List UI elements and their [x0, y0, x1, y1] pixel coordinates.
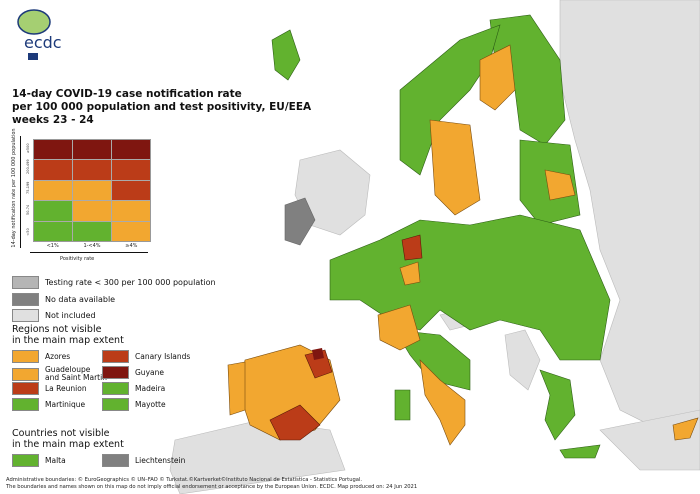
- matrix-cell: [112, 160, 150, 180]
- matrix-cell: [73, 160, 111, 180]
- legend-label: Liechtenstein: [135, 455, 186, 465]
- matrix-column-labels: <1% 1-<4% ≥4%: [33, 243, 151, 249]
- legend-label: Mayotte: [135, 399, 166, 409]
- legend-label: La Reunion: [45, 383, 87, 393]
- color-swatch: [102, 454, 129, 467]
- row-label: ≥500: [26, 143, 30, 154]
- color-swatch: [12, 350, 39, 363]
- legend-label: Guadeloupe and Saint Martin: [45, 365, 107, 382]
- row-label: <50: [26, 227, 30, 236]
- ecdc-logo: ecdc: [12, 6, 82, 62]
- matrix-row-labels: ≥500 200-499 75-199 50-74 <50: [24, 139, 32, 242]
- dark-red-region: [312, 348, 324, 360]
- x-axis-arrow: [30, 252, 148, 253]
- row-label: 75-199: [26, 182, 30, 195]
- map-title: 14-day COVID-19 case notification rate p…: [12, 88, 312, 126]
- y-axis-arrow: [20, 136, 21, 248]
- credits: Administrative boundaries: © EuroGeograp…: [6, 477, 418, 490]
- legend-matrix: [33, 139, 151, 242]
- matrix-cell: [112, 221, 150, 241]
- row-label: 50-74: [26, 204, 30, 216]
- legend-label: Azores: [45, 351, 71, 361]
- matrix-cell: [34, 221, 72, 241]
- svg-text:ecdc: ecdc: [24, 33, 62, 52]
- matrix-cell: [73, 201, 111, 221]
- matrix-cell: [34, 201, 72, 221]
- matrix-cell: [112, 201, 150, 221]
- legend-item: Liechtenstein: [102, 454, 185, 467]
- color-swatch: [12, 454, 39, 467]
- globe-icon: ecdc: [17, 9, 62, 60]
- matrix-cell: [73, 180, 111, 201]
- legend-item: Canary Islands: [102, 350, 190, 363]
- matrix-cell: [34, 180, 72, 201]
- legend-label: Martinique: [45, 399, 86, 409]
- legend-label: Malta: [45, 455, 66, 465]
- column-label: 1-<4%: [83, 243, 101, 249]
- matrix-cell: [112, 140, 150, 160]
- matrix-y-axis-label: 14-day notification rate per 100 000 pop…: [11, 128, 17, 248]
- countries-heading: Countries not visible in the main map ex…: [12, 428, 124, 450]
- row-label: 200-499: [26, 159, 30, 174]
- matrix-cell: [112, 180, 150, 201]
- color-swatch: [12, 398, 39, 411]
- legend-testing-rate: Testing rate < 300 per 100 000 populatio…: [12, 276, 216, 289]
- color-swatch: [102, 398, 129, 411]
- legend-no-data: No data available: [12, 293, 115, 306]
- orange-regions: [227, 44, 699, 446]
- legend-item: Madeira: [102, 382, 165, 395]
- column-label: <1%: [46, 243, 59, 249]
- legend-label: No data available: [45, 295, 116, 304]
- matrix-cell: [73, 140, 111, 160]
- legend-item: Guyane: [102, 366, 164, 379]
- legend-label: Testing rate < 300 per 100 000 populatio…: [45, 278, 216, 287]
- legend-label: Guyane: [135, 367, 164, 377]
- color-swatch: [12, 382, 39, 395]
- legend-item: Mayotte: [102, 398, 166, 411]
- legend-item: Azores: [12, 350, 70, 363]
- regions-heading: Regions not visible in the main map exte…: [12, 324, 124, 346]
- legend-item: Malta: [12, 454, 66, 467]
- matrix-cell: [34, 140, 72, 160]
- matrix-cell: [34, 160, 72, 180]
- color-swatch: [12, 367, 39, 381]
- color-swatch: [102, 350, 129, 363]
- legend-not-included: Not included: [12, 309, 96, 322]
- red-regions: [269, 234, 423, 441]
- color-swatch: [102, 382, 129, 395]
- column-label: ≥4%: [125, 243, 138, 249]
- legend-label: Not included: [45, 311, 96, 320]
- legend-item: Guadeloupe and Saint Martin: [12, 366, 107, 382]
- ireland-no-data: [284, 197, 316, 246]
- legend-item: La Reunion: [12, 382, 87, 395]
- matrix-cell: [73, 221, 111, 241]
- legend-label: Canary Islands: [135, 351, 191, 361]
- legend-item: Martinique: [12, 398, 85, 411]
- legend-label: Madeira: [135, 383, 166, 393]
- color-swatch: [102, 366, 129, 379]
- matrix-x-axis-label: Positivity rate: [60, 256, 95, 262]
